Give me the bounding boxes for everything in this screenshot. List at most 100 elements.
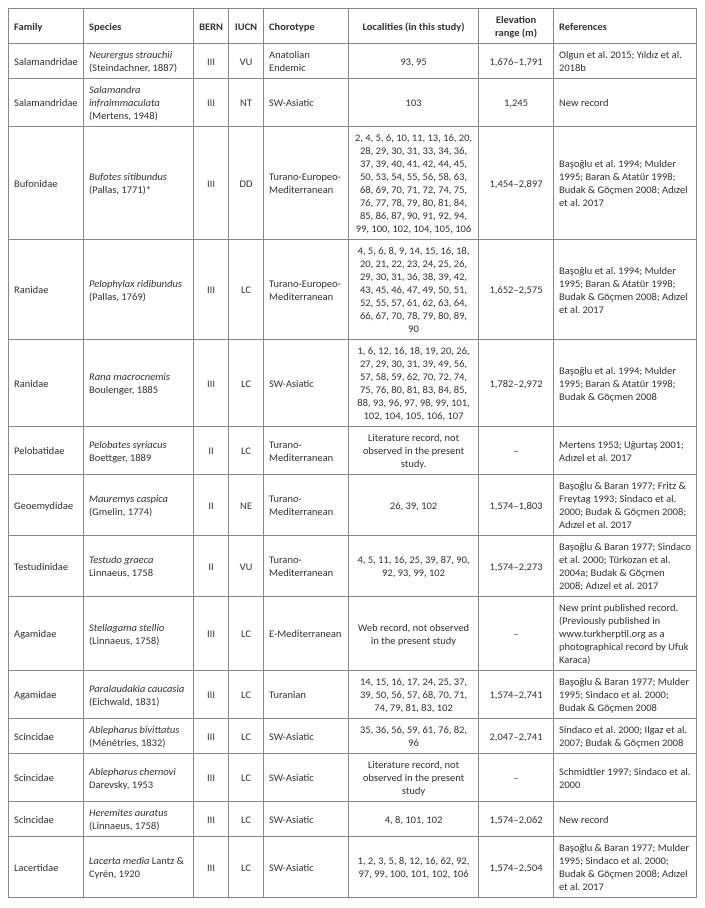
cell-iucn: LC (229, 719, 264, 754)
species-authority: (Linnaeus, 1758) (89, 819, 159, 832)
cell-refs: New record (554, 79, 697, 127)
cell-refs: Sindaco et al. 2000; Ilgaz et al. 2007; … (554, 719, 697, 754)
cell-chorotype: SW-Asiatic (264, 79, 349, 127)
cell-elev: 1,245 (479, 79, 554, 127)
cell-elev: 1,574–2,741 (479, 671, 554, 719)
table-row: AgamidaeParalaudakia caucasia (Eichwald,… (9, 671, 697, 719)
table-row: SalamandridaeSalamandra infraimmaculata … (9, 79, 697, 127)
cell-family: Bufonidae (9, 127, 84, 240)
cell-chorotype: E-Mediterranean (264, 597, 349, 671)
cell-iucn: NE (229, 475, 264, 536)
cell-chorotype: SW-Asiatic (264, 754, 349, 802)
cell-elev: 1,574–2,062 (479, 802, 554, 837)
table-row: Bufonidae Bufotes sitibundus (Pallas, 177… (9, 127, 697, 240)
table-row: TestudinidaeTestudo graeca Linnaeus, 175… (9, 536, 697, 597)
cell-family: Salamandridae (9, 44, 84, 79)
cell-iucn: LC (229, 754, 264, 802)
species-name: Bufotes sitibundus (89, 170, 167, 183)
table-row: ScincidaeHeremites auratus (Linnaeus, 17… (9, 802, 697, 837)
cell-family: Ranidae (9, 340, 84, 427)
cell-chorotype: Turano-Europeo-Mediterranean (264, 127, 349, 240)
cell-species: Neurergus strauchii (Steindachner, 1887) (84, 44, 194, 79)
species-authority: (Linnaeus, 1758) (89, 634, 159, 647)
cell-species: Ablepharus chernovi Darevsky, 1953 (84, 754, 194, 802)
cell-elev: 1,574–2,504 (479, 837, 554, 898)
cell-localities: Literature record, not observed in the p… (349, 427, 479, 475)
species-name: Salamandra infraimmaculata (89, 83, 160, 109)
cell-iucn: LC (229, 427, 264, 475)
cell-localities: 4, 8, 101, 102 (349, 802, 479, 837)
col-bern: BERN (194, 9, 229, 44)
col-species: Species (84, 9, 194, 44)
cell-bern: III (194, 837, 229, 898)
cell-localities: 26, 39, 102 (349, 475, 479, 536)
cell-species: Salamandra infraimmaculata (Mertens, 194… (84, 79, 194, 127)
cell-iucn: LC (229, 837, 264, 898)
cell-species: Stellagama stellio (Linnaeus, 1758) (84, 597, 194, 671)
cell-bern: III (194, 802, 229, 837)
cell-bern: III (194, 754, 229, 802)
cell-chorotype: SW-Asiatic (264, 802, 349, 837)
cell-family: Lacertidae (9, 837, 84, 898)
cell-species: Testudo graeca Linnaeus, 1758 (84, 536, 194, 597)
table-row: RanidaeRana macrocnemis Boulenger, 1885I… (9, 340, 697, 427)
cell-refs: Başoğlu & Baran 1977; Mulder 1995; Sinda… (554, 671, 697, 719)
cell-family: Geoemydidae (9, 475, 84, 536)
cell-bern: III (194, 671, 229, 719)
cell-elev: 2,047–2,741 (479, 719, 554, 754)
species-authority: Boettger, 1889 (89, 451, 151, 464)
cell-refs: Başoğlu & Baran 1977; Mulder 1995; Sinda… (554, 837, 697, 898)
species-name: Paralaudakia caucasia (89, 682, 184, 695)
cell-family: Agamidae (9, 597, 84, 671)
species-authority: (Steindachner, 1887) (89, 61, 177, 74)
cell-refs: Başoğlu et al. 1994; Mulder 1995; Baran … (554, 240, 697, 340)
cell-refs: Başoğlu & Baran 1977; Sindaco et al. 200… (554, 536, 697, 597)
cell-refs: Mertens 1953; Uğurtaş 2001; Adızel et al… (554, 427, 697, 475)
col-chorotype: Chorotype (264, 9, 349, 44)
species-table: Family Species BERN IUCN Chorotype Local… (8, 8, 697, 898)
cell-chorotype: Anatolian Endemic (264, 44, 349, 79)
species-name: Neurergus strauchii (89, 48, 172, 61)
col-iucn: IUCN (229, 9, 264, 44)
cell-elev: – (479, 754, 554, 802)
cell-localities: 4, 5, 6, 8, 9, 14, 15, 16, 18, 20, 21, 2… (349, 240, 479, 340)
cell-elev: – (479, 597, 554, 671)
cell-localities: Web record, not observed in the present … (349, 597, 479, 671)
cell-elev: 1,454–2,897 (479, 127, 554, 240)
species-name: Pelobates syriacus (89, 438, 167, 451)
cell-species: Lacerta media Lantz & Cyrén, 1920 (84, 837, 194, 898)
cell-family: Pelobatidae (9, 427, 84, 475)
cell-iucn: LC (229, 671, 264, 719)
cell-species: Ablepharus bivittatus (Ménétries, 1832) (84, 719, 194, 754)
cell-elev: 1,574–2,273 (479, 536, 554, 597)
cell-refs: Başoğlu et al. 1994; Mulder 1995; Baran … (554, 127, 697, 240)
table-row: SalamandridaeNeurergus strauchii (Steind… (9, 44, 697, 79)
table-body: SalamandridaeNeurergus strauchii (Steind… (9, 44, 697, 898)
cell-species: Pelobates syriacus Boettger, 1889 (84, 427, 194, 475)
table-row: ScincidaeAblepharus chernovi Darevsky, 1… (9, 754, 697, 802)
cell-iucn: LC (229, 597, 264, 671)
cell-chorotype: Turanian (264, 671, 349, 719)
species-authority: (Pallas, 1771)* (89, 183, 151, 196)
species-name: Ablepharus chernovi (89, 765, 176, 778)
species-name: Ablepharus bivittatus (89, 723, 179, 736)
cell-bern: II (194, 536, 229, 597)
cell-elev: 1,676–1,791 (479, 44, 554, 79)
cell-bern: III (194, 79, 229, 127)
cell-species: Heremites auratus (Linnaeus, 1758) (84, 802, 194, 837)
cell-elev: – (479, 427, 554, 475)
table-row: AgamidaeStellagama stellio (Linnaeus, 17… (9, 597, 697, 671)
species-name: Mauremys caspica (89, 492, 168, 505)
cell-iucn: LC (229, 240, 264, 340)
cell-bern: III (194, 44, 229, 79)
cell-refs: Olgun et al. 2015; Yıldız et al. 2018b (554, 44, 697, 79)
cell-iucn: DD (229, 127, 264, 240)
cell-species: Mauremys caspica (Gmelin, 1774) (84, 475, 194, 536)
cell-chorotype: SW-Asiatic (264, 837, 349, 898)
species-name: Heremites auratus (89, 806, 168, 819)
cell-localities: 35, 36, 56, 59, 61, 76, 82, 96 (349, 719, 479, 754)
species-authority: Darevsky, 1953 (89, 778, 153, 791)
cell-family: Agamidae (9, 671, 84, 719)
cell-iucn: VU (229, 44, 264, 79)
cell-bern: III (194, 127, 229, 240)
